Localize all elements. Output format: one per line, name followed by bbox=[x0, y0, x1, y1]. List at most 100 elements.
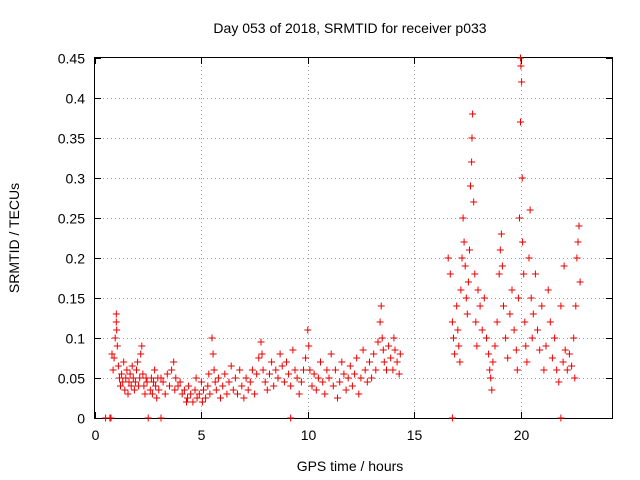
data-point bbox=[389, 366, 397, 374]
data-point bbox=[508, 286, 516, 294]
data-point bbox=[512, 346, 520, 354]
data-point bbox=[575, 222, 583, 230]
y-tick-label: 0.2 bbox=[66, 251, 86, 267]
data-point bbox=[178, 390, 186, 398]
data-point bbox=[496, 246, 504, 254]
data-point bbox=[363, 378, 371, 386]
data-point bbox=[504, 354, 512, 362]
data-point bbox=[148, 390, 156, 398]
data-point bbox=[312, 386, 320, 394]
data-point bbox=[551, 334, 559, 342]
data-point bbox=[225, 378, 233, 386]
data-point bbox=[455, 342, 463, 350]
data-point bbox=[302, 354, 310, 362]
data-point bbox=[134, 358, 142, 366]
chart-title: Day 053 of 2018, SRMTID for receiver p03… bbox=[213, 20, 486, 36]
data-point bbox=[146, 386, 154, 394]
data-point bbox=[258, 350, 266, 358]
data-point bbox=[471, 270, 479, 278]
data-point bbox=[542, 342, 550, 350]
data-point bbox=[387, 354, 395, 362]
data-point bbox=[469, 110, 477, 118]
plot-frame bbox=[94, 57, 613, 419]
data-point bbox=[136, 374, 144, 382]
data-point bbox=[468, 134, 476, 142]
data-point bbox=[184, 394, 191, 402]
data-point bbox=[112, 318, 120, 326]
x-tick-label: 0 bbox=[92, 427, 100, 443]
data-point bbox=[172, 374, 180, 382]
data-point bbox=[376, 318, 384, 326]
y-tick-label: 0.25 bbox=[58, 211, 85, 227]
data-point bbox=[378, 334, 386, 342]
data-point bbox=[204, 382, 212, 390]
data-point bbox=[285, 370, 293, 378]
data-point bbox=[377, 302, 385, 310]
x-tick-label: 10 bbox=[301, 427, 317, 443]
data-point bbox=[208, 334, 216, 342]
data-point bbox=[257, 338, 265, 346]
data-point bbox=[304, 326, 312, 334]
data-point bbox=[126, 370, 134, 378]
data-point bbox=[466, 246, 473, 254]
data-point bbox=[117, 382, 124, 390]
data-point bbox=[340, 370, 348, 378]
data-point bbox=[143, 378, 151, 386]
data-point bbox=[197, 378, 205, 386]
data-point bbox=[212, 386, 220, 394]
data-point bbox=[391, 346, 399, 354]
data-point bbox=[520, 270, 528, 278]
data-point bbox=[510, 326, 518, 334]
data-point bbox=[357, 374, 365, 382]
data-point bbox=[453, 302, 461, 310]
data-point bbox=[474, 286, 482, 294]
data-point bbox=[120, 358, 128, 366]
data-point bbox=[560, 262, 568, 270]
data-point bbox=[114, 362, 122, 370]
data-point bbox=[557, 302, 565, 310]
data-point bbox=[128, 362, 136, 370]
data-point bbox=[170, 358, 178, 366]
data-point bbox=[488, 386, 496, 394]
data-point bbox=[476, 302, 484, 310]
data-point bbox=[289, 346, 297, 354]
data-point bbox=[380, 358, 388, 366]
data-point bbox=[144, 414, 152, 422]
data-point bbox=[480, 294, 488, 302]
data-point bbox=[555, 378, 563, 386]
data-point bbox=[217, 394, 224, 402]
data-point bbox=[574, 238, 582, 246]
data-point bbox=[127, 382, 135, 390]
data-point bbox=[266, 370, 273, 378]
axis-layer: 0 0.05 0.1 0.15 0.2 0.25 0.3 0.35 0.4 0.45 0 5 10 15 2… bbox=[58, 51, 612, 443]
data-point bbox=[272, 366, 280, 374]
data-point bbox=[116, 374, 123, 382]
points-layer bbox=[102, 54, 584, 422]
data-point bbox=[185, 382, 193, 390]
data-point bbox=[297, 378, 305, 386]
x-tick-label: 5 bbox=[198, 427, 206, 443]
data-point bbox=[174, 382, 182, 390]
data-point bbox=[242, 374, 250, 382]
data-point bbox=[576, 278, 584, 286]
data-point bbox=[385, 342, 393, 350]
data-point bbox=[448, 318, 456, 326]
data-point bbox=[112, 310, 120, 318]
data-point bbox=[463, 310, 471, 318]
data-point bbox=[497, 230, 505, 238]
data-point bbox=[221, 370, 229, 378]
data-point bbox=[519, 238, 527, 246]
data-point bbox=[192, 374, 200, 382]
data-point bbox=[155, 386, 163, 394]
data-point bbox=[248, 366, 256, 374]
data-point bbox=[129, 374, 137, 382]
data-point bbox=[131, 378, 139, 386]
data-point bbox=[553, 366, 561, 374]
data-point bbox=[527, 294, 535, 302]
data-point bbox=[274, 374, 282, 382]
data-point bbox=[147, 374, 155, 382]
data-point bbox=[314, 374, 322, 382]
data-point bbox=[227, 362, 235, 370]
data-point bbox=[283, 358, 290, 366]
data-point bbox=[200, 386, 207, 394]
